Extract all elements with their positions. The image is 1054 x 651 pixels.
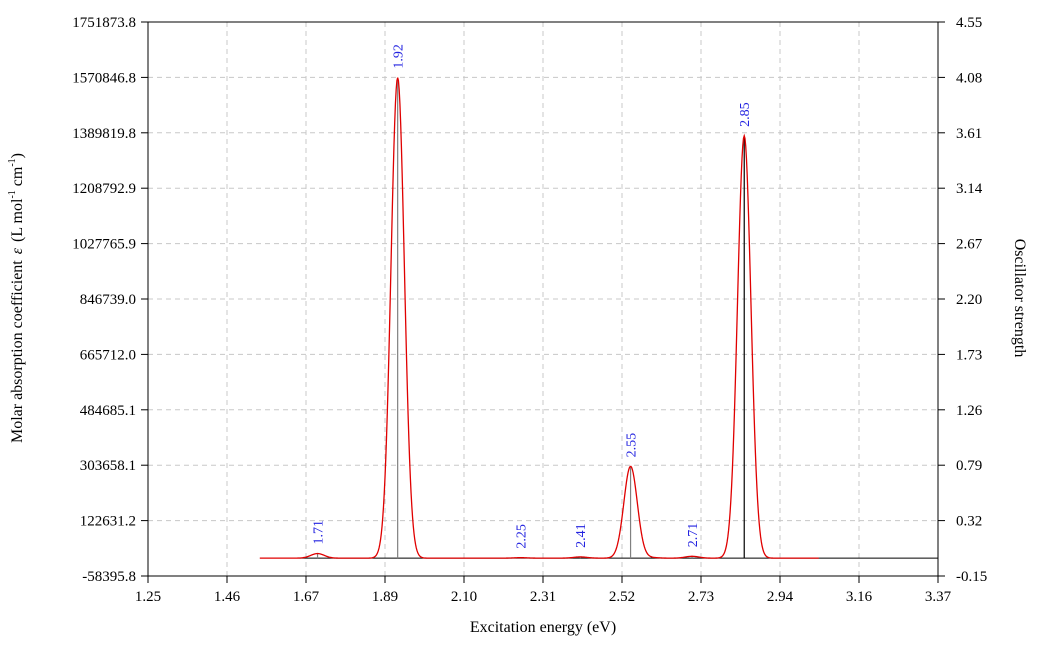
x-tick-label: 1.67 <box>293 589 320 605</box>
x-tick-label: 2.73 <box>688 589 714 605</box>
y-tick-label: 1208792.9 <box>72 181 136 197</box>
spectrum-curve-group <box>259 77 819 559</box>
y-tick-label: -58395.8 <box>82 569 136 585</box>
x-tick-label: 2.10 <box>451 589 477 605</box>
y2-axis-title: Oscillator strength <box>1011 239 1028 358</box>
transition-sticks <box>316 77 745 559</box>
y2-tick-label: 3.14 <box>956 181 983 197</box>
peak-label: 2.55 <box>625 433 640 458</box>
y2-tick-label: 0.79 <box>956 458 982 474</box>
peak-label: 1.92 <box>392 44 407 69</box>
y2-tick-label: 4.55 <box>956 15 982 31</box>
peak-label: 2.25 <box>515 524 530 549</box>
y-axis-title: Molar absorption coefficientε(L mol-1 cm… <box>7 153 26 443</box>
y-axis-title-exp-a: -1 <box>7 190 18 198</box>
y-axis-title-unit-b: cm <box>9 166 26 190</box>
peak-label: 1.71 <box>312 520 327 545</box>
y2-tick-label: 2.67 <box>956 237 983 253</box>
y2-tick-label: 4.08 <box>956 70 982 86</box>
y2-tick-label: 2.20 <box>956 292 982 308</box>
y-tick-label: 484685.1 <box>80 403 136 419</box>
spectrum-curve <box>259 77 819 559</box>
axis-ticks: 1.25 1.46 1.67 1.89 2.10 2.31 2.52 2.73 2.94 3.16… <box>72 15 987 605</box>
y-tick-label: 122631.2 <box>80 514 136 530</box>
x-tick-label: 2.31 <box>530 589 556 605</box>
y-tick-label: 846739.0 <box>80 292 136 308</box>
y-tick-label: 1751873.8 <box>72 15 136 31</box>
x-tick-label: 2.52 <box>609 589 635 605</box>
y2-tick-label: 1.73 <box>956 347 982 363</box>
x-tick-label: 3.16 <box>846 589 873 605</box>
y-axis-title-unit-a: (L mol <box>9 198 26 242</box>
y-axis-title-unit-c: ) <box>9 153 26 158</box>
y-tick-label: 1027765.9 <box>72 237 136 253</box>
y-tick-label: 303658.1 <box>80 458 136 474</box>
x-tick-label: 1.89 <box>372 589 398 605</box>
y-tick-label: 1570846.8 <box>72 70 136 86</box>
peak-label: 2.85 <box>738 102 753 127</box>
y2-tick-label: 1.26 <box>956 403 983 419</box>
y-axis-title-main: Molar absorption coefficient <box>9 260 26 443</box>
x-tick-label: 2.94 <box>767 589 794 605</box>
peak-label: 2.71 <box>686 523 701 548</box>
grid-lines <box>148 22 938 576</box>
y-axis-title-exp-b: -1 <box>7 158 18 166</box>
y-tick-label: 665712.0 <box>80 347 136 363</box>
x-tick-label: 3.37 <box>925 589 952 605</box>
y2-tick-label: 0.32 <box>956 514 982 530</box>
y-tick-label: 1389819.8 <box>72 126 136 142</box>
x-axis-title: Excitation energy (eV) <box>470 619 616 636</box>
peak-labels: 1.71 1.92 2.25 2.41 2.55 2.71 2.85 <box>312 44 754 549</box>
x-tick-label: 1.25 <box>135 589 161 605</box>
peak-label: 2.41 <box>574 523 589 548</box>
y2-tick-label: 3.61 <box>956 126 982 142</box>
y2-tick-label: -0.15 <box>956 569 987 585</box>
x-tick-label: 1.46 <box>214 589 241 605</box>
y-axis-title-symbol: ε <box>9 247 26 254</box>
